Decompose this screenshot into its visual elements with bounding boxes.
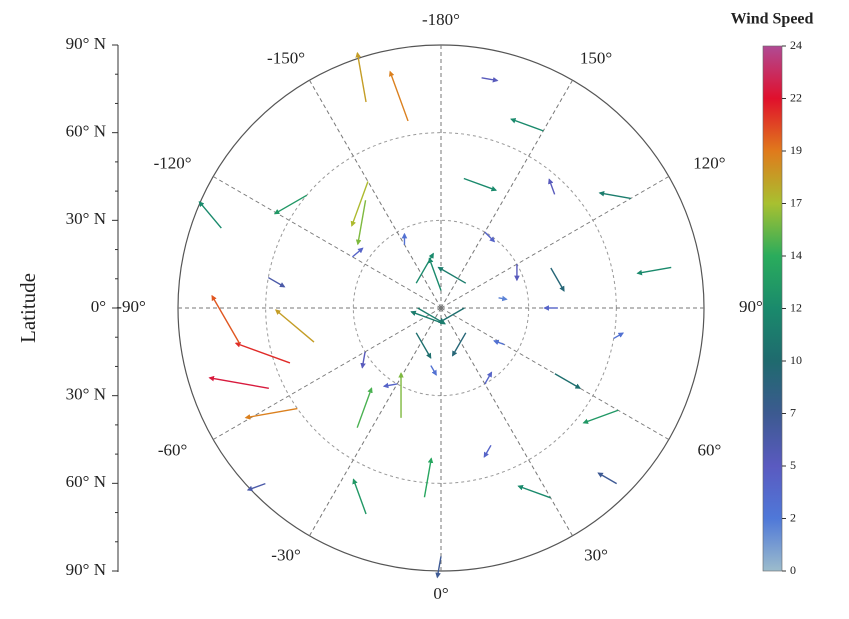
wind-arrow: [198, 200, 222, 229]
colorbar-tick-label: 12: [790, 300, 802, 314]
wind-arrow: [493, 339, 505, 346]
wind-arrow: [597, 472, 617, 485]
wind-arrow: [244, 407, 298, 420]
grid-line: [212, 307, 442, 440]
wind-arrow: [483, 444, 492, 458]
wind-arrow: [510, 118, 544, 132]
colorbar-tick-label: 0: [790, 563, 796, 577]
wind-arrow: [274, 309, 315, 343]
grid-line: [440, 307, 573, 537]
wind-arrow: [415, 332, 432, 359]
y-tick-label: 90° N: [66, 560, 106, 579]
wind-arrow: [350, 181, 369, 227]
lon-tick-label: 60°: [698, 440, 722, 459]
lon-tick-label: -30°: [271, 545, 300, 564]
y-axis-title: Latitude: [16, 273, 40, 343]
wind-arrow: [498, 295, 508, 302]
colorbar-tick-label: 17: [790, 195, 802, 209]
wind-arrow: [360, 351, 366, 369]
y-tick-label: 0°: [91, 297, 106, 316]
grid-line: [440, 79, 573, 309]
lon-tick-label: 30°: [584, 545, 608, 564]
wind-arrow: [481, 77, 499, 83]
lon-tick-label: 120°: [693, 153, 725, 172]
colorbar-title: Wind Speed: [731, 11, 814, 28]
colorbar-tick-label: 7: [790, 405, 796, 419]
colorbar-tick-label: 14: [790, 248, 802, 262]
lon-tick-label: 150°: [580, 48, 612, 67]
wind-arrow: [267, 276, 286, 288]
wind-arrow: [352, 478, 367, 515]
wind-arrow: [355, 200, 367, 246]
wind-arrow: [598, 190, 631, 200]
wind-arrow: [438, 307, 465, 324]
lon-tick-label: -120°: [154, 153, 192, 172]
wind-arrow: [246, 482, 266, 492]
wind-arrow: [208, 375, 269, 389]
grid-line: [309, 79, 442, 309]
wind-arrow: [550, 267, 565, 292]
wind-arrow: [234, 342, 291, 364]
y-tick-label: 60° N: [66, 472, 106, 491]
y-tick-label: 30° N: [66, 209, 106, 228]
y-tick-label: 60° N: [66, 122, 106, 141]
wind-arrow: [463, 177, 498, 192]
wind-arrow: [517, 485, 551, 499]
grid-line: [309, 307, 442, 537]
lon-tick-label: -60°: [158, 440, 187, 459]
wind-arrow: [351, 247, 364, 258]
wind-arrow: [356, 387, 373, 428]
y-tick-label: 30° N: [66, 385, 106, 404]
y-tick-label: 90° N: [66, 34, 106, 53]
wind-arrow: [415, 252, 434, 284]
wind-arrow: [636, 266, 672, 276]
colorbar-tick-label: 22: [790, 90, 802, 104]
colorbar-tick-label: 5: [790, 458, 796, 472]
wind-arrow: [355, 51, 367, 103]
wind-arrow: [554, 373, 581, 389]
grid-line: [440, 176, 670, 309]
lon-tick-label: 0°: [433, 584, 448, 603]
lon-tick-label: 90°: [739, 297, 763, 316]
wind-arrow: [548, 178, 556, 195]
colorbar-tick-label: 19: [790, 143, 802, 157]
colorbar-tick-label: 2: [790, 510, 796, 524]
lon-tick-label: -150°: [267, 48, 305, 67]
colorbar-tick-label: 24: [790, 38, 802, 52]
colorbar: [762, 45, 783, 572]
wind-arrow: [211, 294, 241, 344]
wind-arrow: [437, 266, 467, 284]
wind-arrow: [428, 257, 442, 291]
wind-arrow: [484, 371, 493, 385]
lon-tick-label: -90°: [116, 297, 145, 316]
colorbar-tick-label: 10: [790, 353, 802, 367]
wind-arrow: [435, 556, 442, 579]
wind-arrow: [382, 382, 398, 389]
wind-arrow: [613, 332, 624, 340]
wind-arrow: [273, 194, 308, 215]
lon-tick-label: -180°: [422, 10, 460, 29]
wind-arrow: [423, 457, 434, 498]
wind-arrow: [410, 310, 442, 324]
wind-arrow: [451, 332, 467, 357]
grid-line: [212, 176, 442, 309]
wind-arrow: [484, 231, 496, 243]
wind-arrow: [582, 409, 619, 424]
wind-arrow: [430, 365, 437, 376]
grid-line: [440, 307, 670, 440]
wind-arrow: [388, 70, 409, 122]
wind-arrow: [417, 307, 446, 325]
